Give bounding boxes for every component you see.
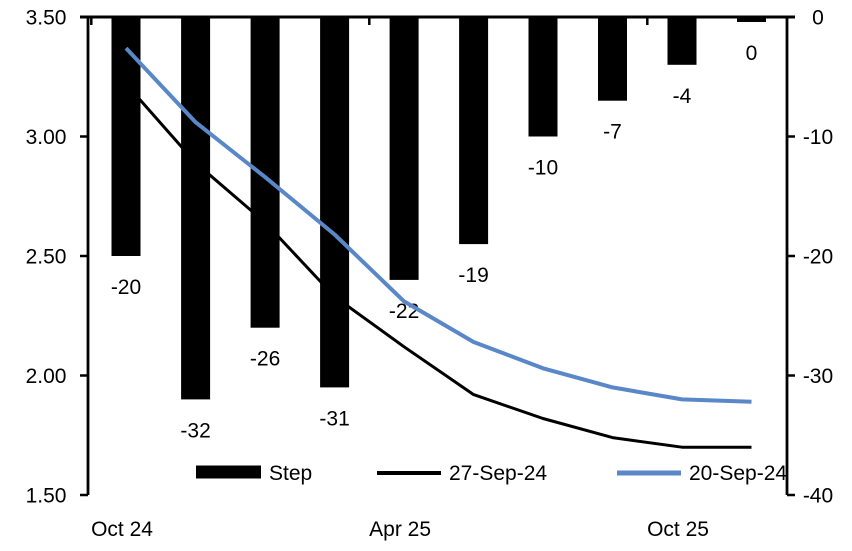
- right-axis-tick-label: -10: [803, 126, 833, 149]
- right-axis-tick-label: -30: [803, 365, 833, 388]
- step-bars-layer: [111, 17, 766, 400]
- axis-tick-labels: 3.50 03.00 -102.50 -202.00 -301.50 -40: [26, 7, 834, 508]
- left-axis-tick-label: 2.50: [26, 246, 67, 269]
- step-bar-value-label: -19: [458, 264, 488, 287]
- x-axis-label: Oct 24: [91, 518, 153, 541]
- left-axis-tick-label: 1.50: [26, 485, 67, 508]
- step-bar: [181, 17, 211, 400]
- step-bar-value-label: -7: [603, 121, 622, 144]
- legend-label-27-sep-24: 27-Sep-24: [449, 462, 547, 485]
- legend: Step 27-Sep-24 20-Sep-24: [196, 462, 787, 485]
- step-bar: [737, 17, 766, 22]
- step-bar: [389, 17, 419, 280]
- step-bar-value-label: -26: [250, 348, 280, 371]
- step-bar: [528, 17, 558, 137]
- step-bar: [250, 17, 280, 328]
- left-axis-tick-label: 3.50: [26, 7, 67, 30]
- legend-label-step: Step: [269, 462, 312, 485]
- step-bar: [111, 17, 141, 256]
- left-axis-tick-label: 3.00: [26, 126, 67, 149]
- step-bar-value-label: -32: [180, 419, 210, 442]
- right-axis-tick-label: -20: [803, 246, 833, 269]
- axes-layer: [80, 15, 795, 497]
- step-bar: [667, 17, 697, 65]
- step-bar-value-label: -4: [673, 85, 692, 108]
- series-line-20-sep-24: [124, 46, 752, 404]
- x-axis-labels: Oct 24 Apr 25 Oct 25: [91, 518, 709, 541]
- right-axis-tick-label: -40: [803, 485, 833, 508]
- step-bar-value-label: -20: [111, 276, 141, 299]
- step-bar: [598, 17, 627, 101]
- step-bar-value-label: -10: [528, 157, 558, 180]
- right-axis-tick-label: 0: [812, 7, 824, 30]
- x-axis-label: Apr 25: [369, 518, 431, 541]
- left-axis-tick-label: 2.00: [26, 365, 67, 388]
- legend-swatch-step: [196, 465, 261, 479]
- legend-label-20-sep-24: 20-Sep-24: [689, 462, 787, 485]
- series-line-27-sep-24: [124, 82, 752, 449]
- x-axis-label: Oct 25: [647, 518, 709, 541]
- step-bar-value-label: -31: [319, 407, 349, 430]
- series-lines-layer: [124, 46, 752, 449]
- step-bar-data-labels: -20-32-26-31-22-19-10-7-40: [111, 42, 758, 442]
- step-bar: [320, 17, 350, 388]
- step-bar-value-label: 0: [746, 42, 758, 65]
- step-bar: [459, 17, 489, 245]
